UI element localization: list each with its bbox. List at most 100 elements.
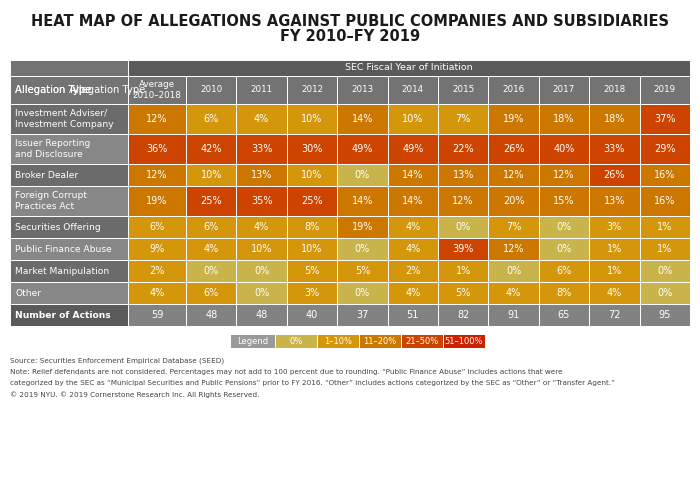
Bar [237, 104, 287, 134]
Bar [186, 304, 237, 326]
Text: 4%: 4% [254, 114, 270, 124]
Bar [640, 216, 690, 238]
Text: 6%: 6% [204, 114, 219, 124]
Bar [237, 186, 287, 216]
Bar [10, 76, 128, 104]
Bar [489, 164, 539, 186]
Text: 25%: 25% [301, 196, 323, 206]
Text: 4%: 4% [254, 222, 270, 232]
Text: © 2019 NYU. © 2019 Cornerstone Research Inc. All Rights Reserved.: © 2019 NYU. © 2019 Cornerstone Research … [10, 391, 260, 398]
Text: Investment Adviser/
Investment Company: Investment Adviser/ Investment Company [15, 109, 113, 129]
Bar [10, 164, 128, 186]
Text: 40: 40 [306, 310, 318, 320]
Text: 5%: 5% [355, 266, 370, 276]
Bar [287, 164, 337, 186]
Text: 40%: 40% [553, 144, 575, 154]
Bar [489, 216, 539, 238]
Bar [388, 186, 438, 216]
Text: 14%: 14% [351, 196, 373, 206]
Text: 7%: 7% [506, 222, 522, 232]
Bar [589, 216, 640, 238]
Text: 25%: 25% [200, 196, 222, 206]
Text: 1%: 1% [607, 266, 622, 276]
Text: 10%: 10% [200, 170, 222, 180]
Text: 10%: 10% [251, 244, 272, 254]
Text: Number of Actions: Number of Actions [15, 310, 111, 320]
Bar [287, 238, 337, 260]
Text: 16%: 16% [654, 196, 676, 206]
Text: 8%: 8% [304, 222, 320, 232]
Bar [489, 104, 539, 134]
Bar [489, 186, 539, 216]
Text: 0%: 0% [204, 266, 219, 276]
Bar [128, 60, 690, 76]
Text: 1%: 1% [456, 266, 471, 276]
Text: 95: 95 [659, 310, 671, 320]
Bar [359, 334, 401, 348]
Text: Legend: Legend [237, 337, 268, 346]
Bar [128, 186, 186, 216]
Bar [589, 164, 640, 186]
Text: 82: 82 [457, 310, 470, 320]
Text: 35%: 35% [251, 196, 272, 206]
Text: 5%: 5% [304, 266, 320, 276]
Bar [640, 304, 690, 326]
Text: 26%: 26% [603, 170, 625, 180]
Text: 4%: 4% [405, 288, 421, 298]
Bar [388, 216, 438, 238]
Bar [388, 164, 438, 186]
Text: 37: 37 [356, 310, 369, 320]
Bar [388, 304, 438, 326]
Text: 2014: 2014 [402, 85, 424, 95]
Text: 36%: 36% [146, 144, 168, 154]
Text: 14%: 14% [351, 114, 373, 124]
Bar [186, 76, 237, 104]
Text: Source: Securities Enforcement Empirical Database (SEED): Source: Securities Enforcement Empirical… [10, 358, 224, 365]
Bar [10, 76, 128, 104]
Text: 10%: 10% [301, 114, 323, 124]
Text: 13%: 13% [251, 170, 272, 180]
Bar [128, 304, 186, 326]
Text: 4%: 4% [405, 222, 421, 232]
Text: 1%: 1% [657, 244, 673, 254]
Text: 19%: 19% [503, 114, 524, 124]
Bar [237, 164, 287, 186]
Bar [128, 104, 186, 134]
Text: 33%: 33% [603, 144, 625, 154]
Text: 2015: 2015 [452, 85, 475, 95]
Bar [489, 76, 539, 104]
Bar [287, 134, 337, 164]
Bar [489, 134, 539, 164]
Text: 6%: 6% [204, 288, 219, 298]
Text: 2017: 2017 [553, 85, 575, 95]
Bar [337, 260, 388, 282]
Text: 2%: 2% [405, 266, 421, 276]
Bar [337, 216, 388, 238]
Text: 12%: 12% [553, 170, 575, 180]
Bar [128, 76, 186, 104]
Text: 10%: 10% [402, 114, 424, 124]
Text: 19%: 19% [351, 222, 373, 232]
Bar [10, 186, 128, 216]
Bar [337, 282, 388, 304]
Bar [589, 186, 640, 216]
Text: 18%: 18% [553, 114, 575, 124]
Text: Allegation Type: Allegation Type [15, 85, 91, 95]
Bar [237, 260, 287, 282]
Bar [10, 304, 128, 326]
Text: 48: 48 [205, 310, 217, 320]
Text: Market Manipulation: Market Manipulation [15, 266, 109, 276]
Text: 16%: 16% [654, 170, 676, 180]
Text: 10%: 10% [301, 170, 323, 180]
Text: 1%: 1% [657, 222, 673, 232]
Text: 4%: 4% [405, 244, 421, 254]
Bar [640, 104, 690, 134]
Bar [186, 104, 237, 134]
Bar [10, 238, 128, 260]
Bar [438, 164, 489, 186]
Bar [489, 260, 539, 282]
Text: 4%: 4% [149, 288, 164, 298]
Bar [640, 186, 690, 216]
Text: 9%: 9% [149, 244, 164, 254]
Bar [388, 260, 438, 282]
